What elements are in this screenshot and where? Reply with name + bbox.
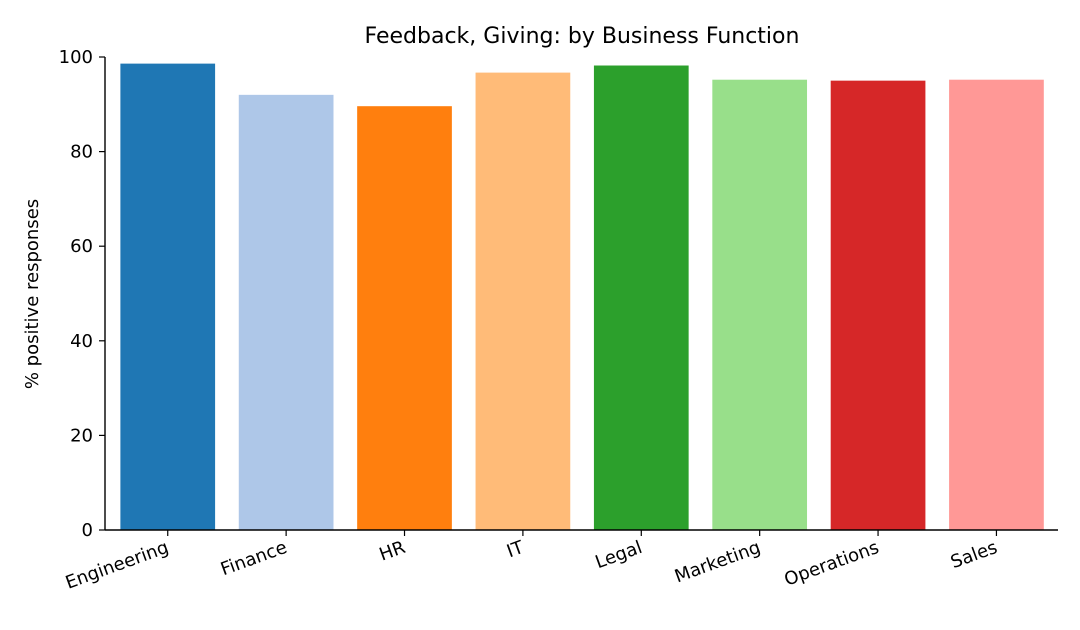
x-tick-label-engineering: Engineering (63, 537, 172, 594)
y-tick-label-0: 0 (82, 520, 93, 541)
x-tick-label-hr: HR (377, 537, 409, 566)
bar-sales (949, 79, 1044, 530)
y-tick-label-20: 20 (70, 425, 93, 446)
x-tick-label-legal: Legal (592, 537, 645, 573)
bar-engineering (120, 63, 216, 531)
y-axis: 0 20 40 60 80 100 (59, 47, 106, 541)
bar-marketing (712, 79, 808, 530)
y-tick-label-40: 40 (70, 331, 93, 352)
x-tick-label-operations: Operations (782, 537, 882, 591)
x-tick-label-marketing: Marketing (672, 537, 763, 587)
bar-hr (357, 106, 452, 530)
y-axis-title: % positive responses (22, 199, 43, 389)
y-tick-label-100: 100 (59, 47, 93, 68)
bar-legal (593, 65, 689, 530)
y-tick-label-60: 60 (70, 236, 93, 257)
bar-it (475, 72, 571, 531)
y-tick-label-80: 80 (70, 142, 93, 163)
x-tick-label-it: IT (504, 537, 527, 563)
chart-title: Feedback, Giving: by Business Function (365, 24, 800, 49)
plot-area: 0 20 40 60 80 100 Engineering Finance HR IT Legal… (59, 47, 1058, 594)
bar-operations (830, 80, 926, 531)
x-tick-label-finance: Finance (218, 537, 290, 580)
x-axis: Engineering Finance HR IT Legal Marketing Oper… (63, 529, 1058, 594)
bar-finance (238, 94, 334, 530)
x-tick-label-sales: Sales (948, 537, 1000, 573)
bars-group (120, 63, 1044, 531)
